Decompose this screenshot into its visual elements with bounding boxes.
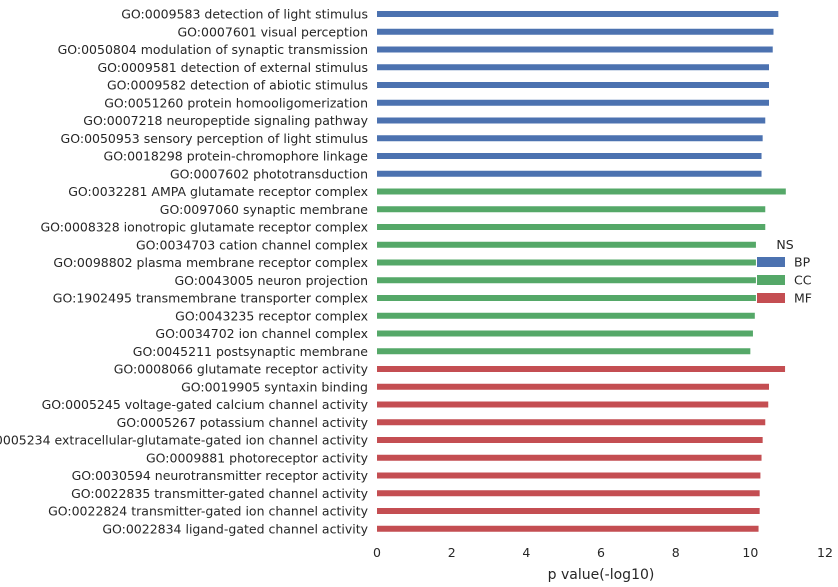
- x-tick-label: 10: [742, 545, 758, 560]
- category-label: GO:0009583 detection of light stimulus: [121, 7, 368, 22]
- category-label: GO:0005267 potassium channel activity: [117, 415, 369, 430]
- bar: [377, 82, 769, 88]
- bar: [377, 117, 766, 124]
- bar: [377, 11, 779, 17]
- bar: [377, 153, 762, 159]
- x-tick-label: 8: [672, 545, 680, 560]
- category-label: GO:0009582 detection of abiotic stimulus: [107, 78, 368, 93]
- bar: [377, 330, 753, 337]
- category-label: GO:0022835 transmitter-gated channel act…: [71, 486, 368, 501]
- category-label: GO:0022824 transmitter-gated ion channel…: [48, 504, 369, 519]
- bar: [377, 188, 786, 195]
- bar: [377, 206, 766, 213]
- bar: [377, 259, 756, 266]
- category-label: GO:0022834 ligand-gated channel activity: [102, 521, 368, 536]
- category-label: GO:0005234 extracellular-glutamate-gated…: [0, 433, 369, 448]
- legend-swatch: [757, 293, 785, 303]
- bar: [377, 525, 759, 532]
- bar: [377, 295, 756, 301]
- legend-label: BP: [794, 255, 811, 270]
- legend-label: CC: [794, 273, 812, 288]
- category-label: GO:0034702 ion channel complex: [155, 326, 368, 341]
- legend-swatch: [757, 257, 785, 267]
- x-tick-label: 2: [448, 545, 456, 560]
- category-label: GO:1902495 transmembrane transporter com…: [53, 291, 368, 306]
- category-label: GO:0007602 phototransduction: [170, 166, 368, 181]
- category-label: GO:0019905 syntaxin binding: [181, 379, 368, 394]
- category-label: GO:0050804 modulation of synaptic transm…: [58, 42, 368, 57]
- bar: [377, 383, 769, 390]
- category-label: GO:0098802 plasma membrane receptor comp…: [53, 255, 368, 270]
- category-label: GO:0007601 visual perception: [177, 24, 368, 39]
- category-label: GO:0009881 photoreceptor activity: [146, 450, 369, 465]
- category-labels: GO:0009583 detection of light stimulus GO…: [0, 7, 369, 537]
- bar: [377, 46, 773, 53]
- bar: [377, 99, 769, 106]
- bar: [377, 224, 766, 230]
- category-label: GO:0050953 sensory perception of light s…: [61, 131, 368, 146]
- bar: [377, 135, 763, 142]
- bar: [377, 419, 766, 426]
- legend-title: NS: [776, 237, 793, 252]
- bar: [377, 508, 760, 514]
- category-label: GO:0008328 ionotropic glutamate receptor…: [41, 220, 369, 235]
- category-label: GO:0032281 AMPA glutamate receptor compl…: [68, 184, 368, 199]
- bar: [377, 348, 751, 355]
- legend-swatch: [757, 275, 785, 285]
- bar: [377, 366, 786, 372]
- bar: [377, 490, 760, 497]
- x-tick-label: 0: [373, 545, 381, 560]
- bar: [377, 472, 761, 479]
- bar: [377, 64, 769, 71]
- legend: NS BP CC MF: [757, 237, 812, 306]
- bars-layer: [377, 11, 786, 532]
- category-label: GO:0051260 protein homooligomerization: [104, 95, 368, 110]
- x-tick-label: 12: [817, 545, 833, 560]
- x-axis-title: p value(-log10): [548, 567, 655, 583]
- category-label: GO:0009581 detection of external stimulu…: [98, 60, 369, 75]
- x-axis-ticks: 0 2 4 6 8 10 12: [373, 545, 833, 560]
- bar: [377, 28, 774, 35]
- category-label: GO:0008066 glutamate receptor activity: [114, 362, 369, 377]
- category-label: GO:0034703 cation channel complex: [136, 237, 368, 252]
- bar: [377, 454, 762, 461]
- legend-label: MF: [794, 291, 812, 306]
- bar: [377, 401, 769, 408]
- bar: [377, 437, 763, 443]
- category-label: GO:0097060 synaptic membrane: [160, 202, 369, 217]
- category-label: GO:0045211 postsynaptic membrane: [133, 344, 369, 359]
- category-label: GO:0018298 protein-chromophore linkage: [104, 149, 369, 164]
- category-label: GO:0005245 voltage-gated calcium channel…: [42, 397, 369, 412]
- category-label: GO:0030594 neurotransmitter receptor act…: [72, 468, 369, 483]
- x-tick-label: 4: [522, 545, 530, 560]
- category-label: GO:0043005 neuron projection: [174, 273, 368, 288]
- bar: [377, 277, 756, 284]
- category-label: GO:0007218 neuropeptide signaling pathwa…: [83, 113, 368, 128]
- bar: [377, 170, 762, 177]
- bar: [377, 241, 756, 248]
- x-tick-label: 6: [597, 545, 605, 560]
- category-label: GO:0043235 receptor complex: [175, 308, 368, 323]
- bar: [377, 312, 755, 319]
